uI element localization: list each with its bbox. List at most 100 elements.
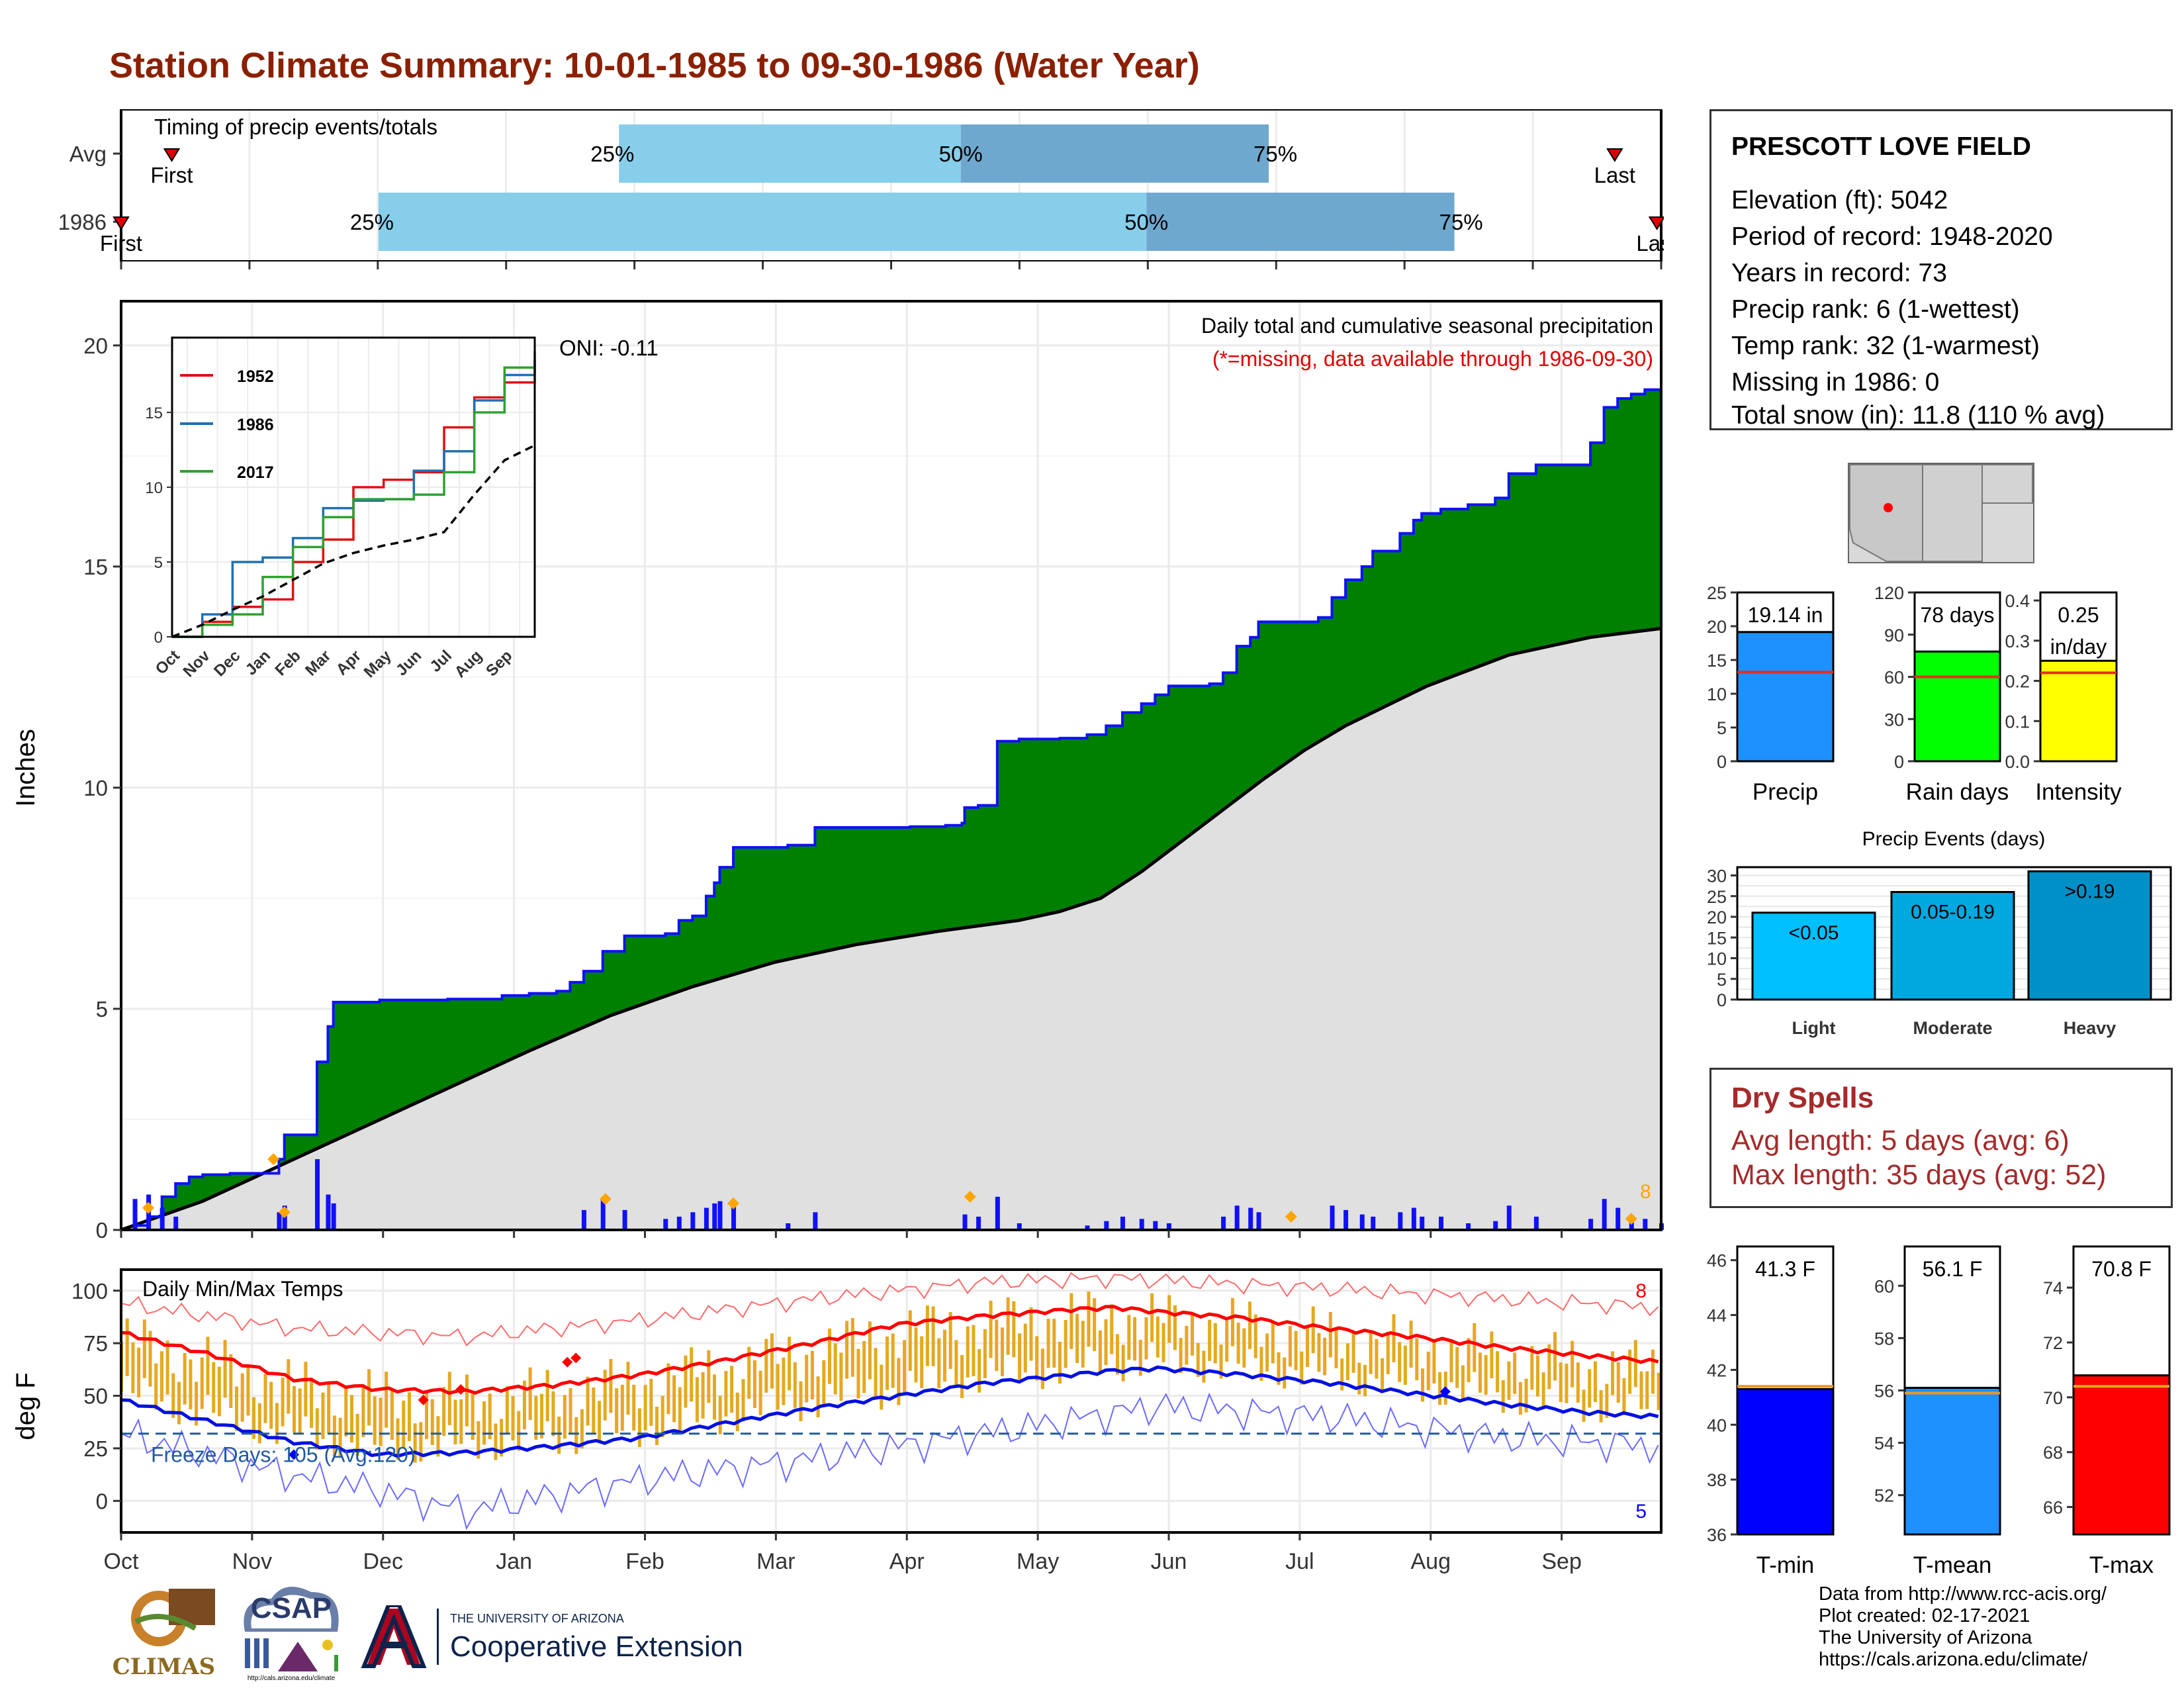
temp-min-marker: 5 (1635, 1501, 1647, 1523)
daily-temp-range-bar (396, 1418, 400, 1460)
daily-temp-range-bar (1420, 1368, 1424, 1402)
daily-temp-range-bar (701, 1372, 705, 1419)
daily-temp-range-bar (960, 1355, 964, 1399)
daily-temp-range-bar (148, 1331, 152, 1387)
daily-temp-range-bar (620, 1384, 624, 1431)
daily-temp-range-bar (1599, 1390, 1603, 1423)
missing-marker (1625, 1213, 1637, 1225)
inset-panel: 1952 1986 2017 0 5 10 15 OctNovDecJanFebMarAprM… (145, 336, 536, 681)
daily-temp-range-bar (972, 1325, 976, 1376)
daily-temp-range-bar (1570, 1340, 1574, 1387)
daily-precip-bar (581, 1209, 586, 1230)
daily-temp-range-bar (505, 1386, 509, 1434)
daily-temp-range-bar (304, 1362, 308, 1417)
summary-y-tick-label: 5 (1717, 718, 1727, 738)
daily-temp-range-bar (367, 1369, 371, 1426)
summary-y-tick-label: 0.3 (2005, 632, 2030, 651)
precip-y-tick-label: 10 (83, 776, 108, 800)
daily-temp-range-bar (914, 1327, 918, 1383)
station-location-dot (1884, 503, 1893, 512)
daily-temp-range-bar (471, 1393, 475, 1440)
daily-temp-range-bar (1311, 1306, 1315, 1354)
events-y-tick-label: 10 (1707, 949, 1727, 969)
daily-temp-range-bar (321, 1392, 325, 1439)
daily-temp-range-bar (1173, 1305, 1177, 1350)
record-marker (418, 1394, 429, 1405)
daily-precip-bar (704, 1207, 709, 1230)
daily-temp-range-bar (586, 1376, 590, 1426)
summary-y-tick-label: 90 (1884, 626, 1904, 645)
station-temp-rank: Temp rank: 32 (1-warmest) (1731, 332, 2040, 360)
csap-logo-text: CSAP (250, 1592, 332, 1624)
daily-temp-range-bar (310, 1378, 314, 1429)
summary-y-tick-label: 40 (1707, 1415, 1727, 1435)
average-cumulative-line (120, 626, 1662, 1232)
record-min-line (120, 1392, 1659, 1530)
inset-y-tick-label: 15 (145, 404, 163, 422)
events-bar-label: >0.19 (2065, 880, 2115, 902)
temp-x-tick-label: Jul (1285, 1549, 1314, 1574)
events-y-tick-label: 25 (1707, 887, 1727, 907)
daily-temp-range-bar (897, 1358, 901, 1405)
daily-temp-range-bar (937, 1338, 941, 1388)
timing-pct-25: 25% (350, 210, 394, 234)
daily-temp-range-bar (1253, 1314, 1257, 1358)
daily-precip-bar (962, 1214, 968, 1230)
inset-x-tick-label: Oct (152, 647, 183, 678)
temp-x-tick-label: Nov (232, 1549, 272, 1574)
map-arizona (1849, 464, 1923, 562)
daily-temp-range-bar (281, 1378, 285, 1427)
daily-temp-range-bar (1127, 1315, 1131, 1360)
inset-legend-label: 2017 (237, 463, 274, 482)
timing-pct-25: 25% (590, 142, 634, 166)
daily-precip-bar (1411, 1207, 1416, 1230)
daily-temp-range-bar (1328, 1311, 1332, 1358)
daily-temp-range-bar (891, 1333, 895, 1388)
station-years: Years in record: 73 (1731, 259, 1947, 287)
daily-temp-range-bar (1300, 1351, 1304, 1385)
daily-temp-range-bar (1553, 1332, 1557, 1381)
missing-marker (599, 1193, 612, 1205)
daily-temp-range-bar (517, 1411, 521, 1451)
timing-panel: Timing of precip events/totals Avg 25% 50% 7… (58, 109, 1664, 261)
daily-temp-range-bar (137, 1347, 141, 1397)
inset-x-tick-label: Jan (242, 647, 274, 679)
daily-precip-bar (1017, 1223, 1022, 1230)
credit-plot-date: Plot created: 02-17-2021 (1819, 1605, 2030, 1626)
daily-temp-range-bar (1588, 1369, 1592, 1408)
daily-temp-range-bar (1191, 1312, 1195, 1356)
daily-precip-bar (1533, 1216, 1539, 1230)
daily-temp-range-bar (966, 1326, 970, 1378)
daily-temp-range-bar (822, 1360, 826, 1407)
daily-temp-range-bar (770, 1333, 774, 1389)
daily-temp-range-bar (355, 1413, 359, 1456)
summary-summary_intensity: 0.25 in/day 0.0 0.1 0.2 0.3 0.4 Intensity (2005, 591, 2122, 805)
inset-x-tick-label: Jun (392, 647, 425, 679)
precip-y-tick-label: 5 (96, 997, 108, 1021)
temp-x-tick-label: Dec (363, 1549, 403, 1574)
daily-temp-range-bar (920, 1336, 924, 1388)
timing-title: Timing of precip events/totals (154, 115, 437, 139)
daily-temp-range-bar (275, 1403, 279, 1444)
missing-marker (278, 1206, 291, 1219)
daily-temp-range-bar (453, 1399, 457, 1445)
temp-x-tick-label: Oct (104, 1549, 139, 1574)
summary-summary_tmax: 70.8 F 66 68 70 72 74 T-max (2043, 1245, 2171, 1578)
daily-temp-range-bar (1381, 1358, 1385, 1393)
daily-temp-range-bar (666, 1363, 670, 1415)
daily-temp-range-bar (171, 1373, 175, 1418)
dry-spells-title: Dry Spells (1731, 1082, 1874, 1114)
daily-temp-range-bar (782, 1357, 786, 1405)
summary-y-tick-label: 60 (1884, 668, 1904, 688)
daily-precip-bar (1371, 1216, 1376, 1230)
missing-marker (727, 1197, 740, 1209)
events-bar-label: <0.05 (1789, 922, 1839, 944)
station-elevation: Elevation (ft): 5042 (1731, 186, 1948, 214)
daily-temp-range-bar (217, 1366, 221, 1417)
daily-temp-range-bar (1473, 1323, 1477, 1372)
daily-precip-bar (326, 1194, 331, 1230)
daily-temp-range-bar (206, 1336, 210, 1395)
daily-precip-bar (132, 1199, 138, 1230)
daily-precip-bar (813, 1212, 818, 1230)
summary-category-label: T-min (1756, 1552, 1815, 1578)
